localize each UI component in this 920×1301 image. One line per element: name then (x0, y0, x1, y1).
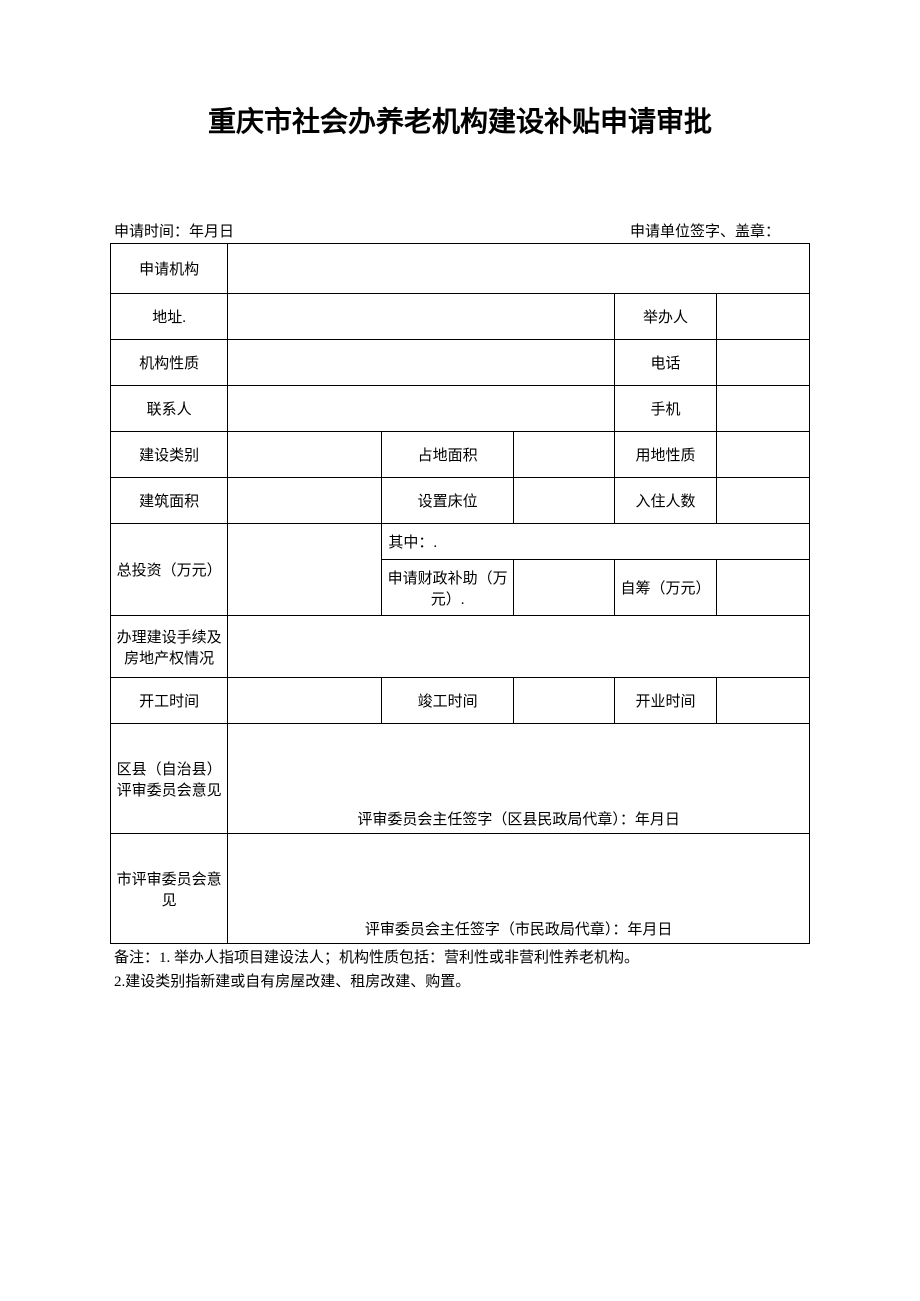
label-land-area: 占地面积 (382, 432, 514, 478)
value-open-time (717, 678, 810, 724)
apply-time-label: 申请时间：年月日 (110, 220, 234, 241)
value-address (228, 294, 614, 340)
value-procedures (228, 616, 810, 678)
value-org-nature (228, 340, 614, 386)
page-title: 重庆市社会办养老机构建设补贴申请审批 (110, 100, 810, 140)
label-contact: 联系人 (111, 386, 228, 432)
value-start-time (228, 678, 382, 724)
value-organizer (717, 294, 810, 340)
label-beds: 设置床位 (382, 478, 514, 524)
value-phone (717, 340, 810, 386)
label-finish-time: 竣工时间 (382, 678, 514, 724)
label-procedures: 办理建设手续及房地产权情况 (111, 616, 228, 678)
label-build-type: 建设类别 (111, 432, 228, 478)
label-address: 地址. (111, 294, 228, 340)
header-row: 申请时间：年月日 申请单位签字、盖章： (110, 220, 810, 241)
value-org (228, 244, 810, 294)
value-finish-time (513, 678, 614, 724)
label-residents: 入住人数 (614, 478, 717, 524)
label-start-time: 开工时间 (111, 678, 228, 724)
label-county-opinion: 区县（自治县）评审委员会意见 (111, 724, 228, 834)
value-mobile (717, 386, 810, 432)
notes: 备注：1. 举办人指项目建设法人；机构性质包括：营利性或非营利性养老机构。 2.… (110, 946, 810, 994)
city-sig-area: 评审委员会主任签字（市民政局代章）：年月日 (228, 834, 810, 944)
value-self-raised (717, 560, 810, 616)
value-land-area (513, 432, 614, 478)
label-open-time: 开业时间 (614, 678, 717, 724)
label-org: 申请机构 (111, 244, 228, 294)
value-beds (513, 478, 614, 524)
value-fiscal-sub (513, 560, 614, 616)
label-among: 其中：. (382, 524, 810, 560)
label-phone: 电话 (614, 340, 717, 386)
application-table: 申请机构 地址. 举办人 机构性质 电话 联系人 手机 建设类别 占地面积 用地… (110, 243, 810, 944)
label-organizer: 举办人 (614, 294, 717, 340)
label-total-invest: 总投资（万元） (111, 524, 228, 616)
label-org-nature: 机构性质 (111, 340, 228, 386)
apply-unit-label: 申请单位签字、盖章： (630, 220, 810, 241)
value-total-invest (228, 524, 382, 616)
note-line-1: 备注：1. 举办人指项目建设法人；机构性质包括：营利性或非营利性养老机构。 (114, 946, 810, 970)
label-land-nature: 用地性质 (614, 432, 717, 478)
label-self-raised: 自筹（万元） (614, 560, 717, 616)
label-fiscal-sub: 申请财政补助（万元）. (382, 560, 514, 616)
value-building-area (228, 478, 382, 524)
note-line-2: 2.建设类别指新建或自有房屋改建、租房改建、购置。 (114, 970, 810, 994)
value-land-nature (717, 432, 810, 478)
label-building-area: 建筑面积 (111, 478, 228, 524)
value-residents (717, 478, 810, 524)
county-sig-area: 评审委员会主任签字（区县民政局代章）：年月日 (228, 724, 810, 834)
label-mobile: 手机 (614, 386, 717, 432)
value-contact (228, 386, 614, 432)
value-build-type (228, 432, 382, 478)
label-city-opinion: 市评审委员会意见 (111, 834, 228, 944)
